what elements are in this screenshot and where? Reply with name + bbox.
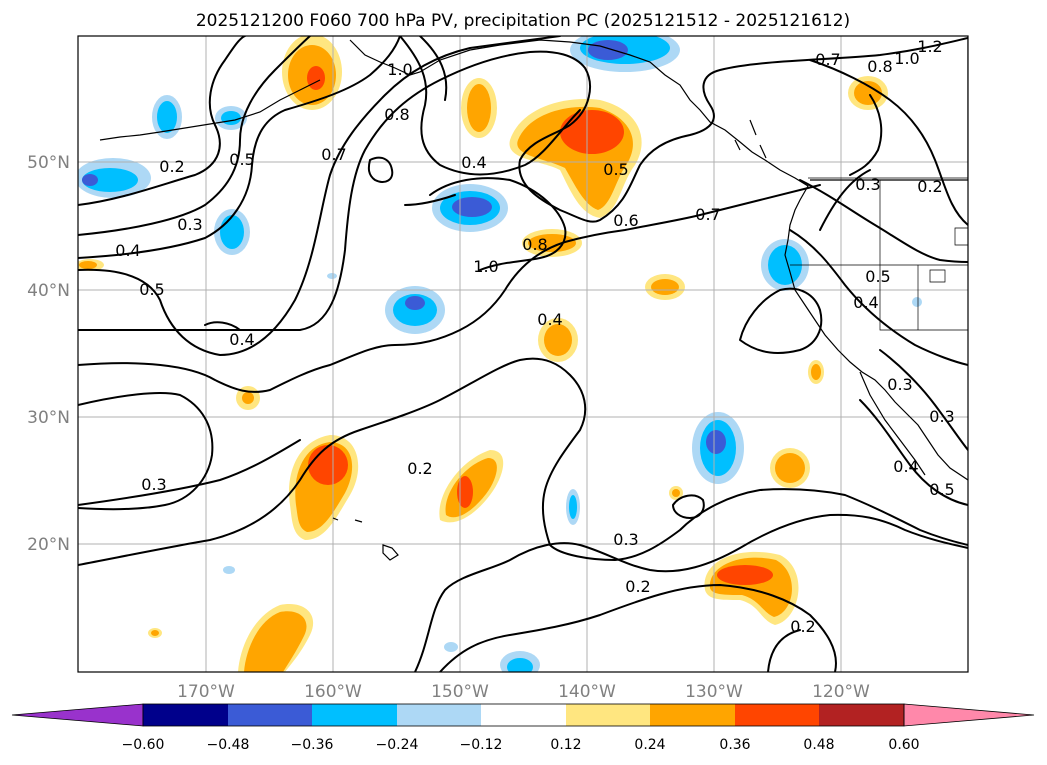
colorbar-tick-label: −0.12 (460, 737, 503, 753)
colorbar-segment (481, 704, 566, 726)
colorbar-segment (228, 704, 312, 726)
contour-label: 0.4 (893, 457, 918, 476)
contour-label: 0.3 (613, 530, 638, 549)
contour-label: 1.0 (473, 257, 498, 276)
gridlines (78, 36, 968, 672)
colorbar-segment (143, 704, 228, 726)
contour-label: 0.8 (384, 105, 409, 124)
contour-label: 0.3 (887, 375, 912, 394)
pv-contours (78, 36, 968, 672)
map-frame (77, 35, 969, 673)
positive-precip-shading (78, 36, 888, 672)
colorbar-tick-label: −0.48 (207, 737, 250, 753)
latitude-axis-labels: 50°N 40°N 30°N 20°N (27, 153, 70, 555)
contour-label: 0.4 (537, 310, 562, 329)
colorbar-tick-label: 0.24 (634, 737, 665, 753)
contour-label: 0.4 (853, 293, 878, 312)
contour-label: 0.5 (139, 280, 164, 299)
contour-label: 0.2 (407, 459, 432, 478)
contour-label: 0.2 (159, 157, 184, 176)
contour-label: 0.4 (229, 330, 254, 349)
contour-label: 0.4 (115, 241, 140, 260)
map-panel (77, 35, 969, 673)
colorbar-extend-min (11, 703, 144, 727)
contour-label: 1.2 (917, 37, 942, 56)
contour-label: 0.8 (867, 57, 892, 76)
contour-label: 0.5 (603, 160, 628, 179)
colorbar-tick-label: −0.24 (376, 737, 419, 753)
contour-label: 0.3 (855, 175, 880, 194)
lat-label: 20°N (27, 535, 70, 555)
lat-label: 40°N (27, 281, 70, 301)
lon-label: 140°W (558, 682, 616, 702)
contour-label: 0.5 (865, 267, 890, 286)
colorbar-segment (312, 704, 397, 726)
colorbar-segment (397, 704, 481, 726)
contour-label: 0.6 (613, 211, 638, 230)
colorbar-tick-label: 0.48 (803, 737, 834, 753)
colorbar-segment (819, 704, 904, 726)
lon-label: 130°W (685, 682, 743, 702)
figure-title: 2025121200 F060 700 hPa PV, precipitatio… (196, 11, 850, 31)
colorbar-tick-label: 0.12 (550, 737, 581, 753)
contour-labels: 0.2 0.3 0.4 0.5 0.5 0.7 0.8 1.0 0.4 0.5 … (115, 37, 954, 636)
contour-label: 0.3 (177, 215, 202, 234)
longitude-axis-labels: 170°W 160°W 150°W 140°W 130°W 120°W (177, 682, 870, 702)
contour-label: 0.5 (229, 150, 254, 169)
contour-label: 1.0 (387, 60, 412, 79)
contour-label: 0.2 (790, 617, 815, 636)
contour-label: 0.2 (917, 177, 942, 196)
colorbar: −0.60 −0.48 −0.36 −0.24 −0.12 0.12 0.24 … (11, 703, 1035, 753)
contour-label: 0.7 (815, 50, 840, 69)
lon-label: 150°W (431, 682, 489, 702)
contour-label: 1.0 (894, 49, 919, 68)
lat-label: 50°N (27, 153, 70, 173)
contour-label: 0.5 (929, 480, 954, 499)
colorbar-segment (735, 704, 819, 726)
colorbar-segment (566, 704, 650, 726)
contour-label: 0.3 (929, 407, 954, 426)
contour-label: 0.2 (625, 577, 650, 596)
contour-label: 0.3 (141, 475, 166, 494)
colorbar-segment (650, 704, 735, 726)
contour-label: 0.7 (321, 145, 346, 164)
colorbar-extend-max (903, 703, 1035, 727)
coastlines (99, 36, 968, 561)
lon-label: 160°W (304, 682, 362, 702)
contour-label: 0.8 (522, 235, 547, 254)
lat-label: 30°N (27, 408, 70, 428)
colorbar-tick-label: −0.36 (291, 737, 334, 753)
colorbar-tick-label: −0.60 (122, 737, 165, 753)
negative-precip-shading (78, 36, 922, 672)
colorbar-tick-label: 0.36 (719, 737, 750, 753)
contour-label: 0.7 (695, 205, 720, 224)
lon-label: 120°W (812, 682, 870, 702)
colorbar-tick-label: 0.60 (888, 737, 919, 753)
lon-label: 170°W (177, 682, 235, 702)
contour-label: 0.4 (461, 153, 486, 172)
